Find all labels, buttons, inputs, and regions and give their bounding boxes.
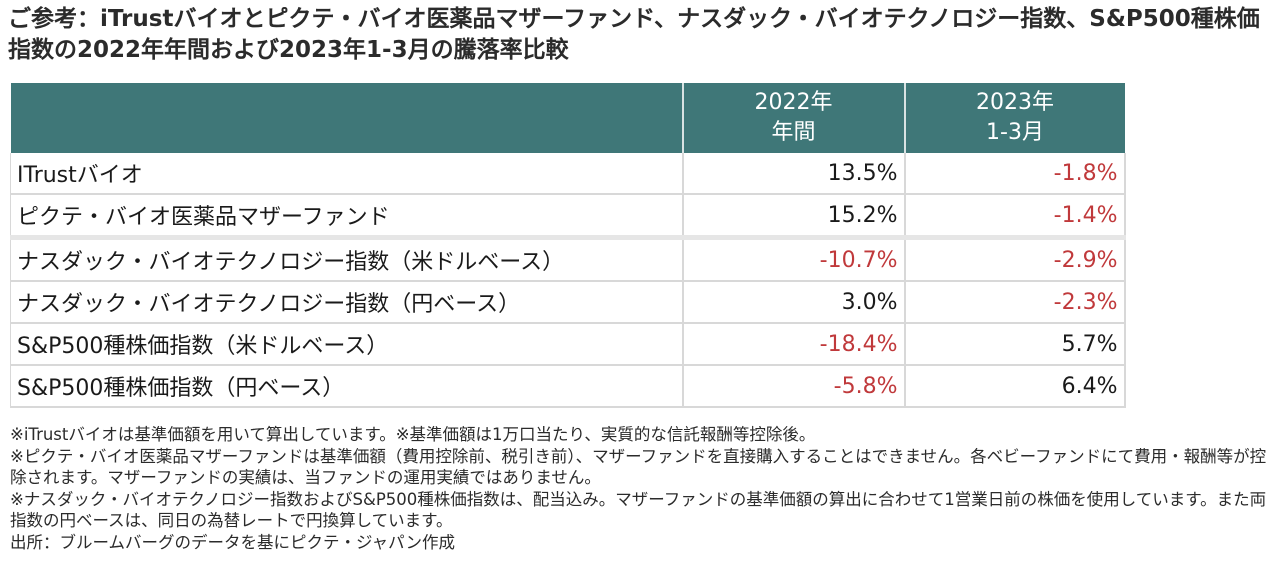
footnotes: ※iTrustバイオは基準価額を用いて算出しています。※基準価額は1万口当たり、… bbox=[10, 424, 1276, 553]
value-2023: -2.9% bbox=[904, 237, 1126, 282]
value-2023: -1.4% bbox=[904, 194, 1126, 240]
table-row: ピクテ・バイオ医薬品マザーファンド 15.2% -1.4% bbox=[10, 194, 1126, 240]
value-2023: -1.8% bbox=[904, 153, 1126, 195]
table-row: ナスダック・バイオテクノロジー指数（米ドルベース） -10.7% -2.9% bbox=[10, 237, 1126, 282]
value-2023: 6.4% bbox=[904, 365, 1126, 408]
table-row: S&P500種株価指数（円ベース） -5.8% 6.4% bbox=[10, 365, 1126, 408]
page-title: ご参考：iTrustバイオとピクテ・バイオ医薬品マザーファンド、ナスダック・バイ… bbox=[8, 4, 1274, 66]
footnote-index: ※ナスダック・バイオテクノロジー指数およびS&P500種株価指数は、配当込み。マ… bbox=[10, 489, 1267, 531]
value-2022: 15.2% bbox=[682, 194, 906, 240]
header-col-2022: 2022年 年間 bbox=[682, 83, 906, 153]
value-2022: 13.5% bbox=[682, 153, 906, 195]
header-label-cell bbox=[10, 83, 684, 153]
row-label: ITrustバイオ bbox=[10, 153, 684, 195]
header-row: 2022年 年間 2023年 1-3月 bbox=[10, 83, 1125, 153]
footnote-itrust: ※iTrustバイオは基準価額を用いて算出しています。※基準価額は1万口当たり、… bbox=[10, 425, 816, 444]
value-2022: -5.8% bbox=[682, 365, 906, 408]
row-label: ナスダック・バイオテクノロジー指数（米ドルベース） bbox=[10, 237, 684, 282]
value-2022: -18.4% bbox=[682, 323, 906, 366]
table-header: 2022年 年間 2023年 1-3月 bbox=[10, 83, 1125, 153]
header-col-2023: 2023年 1-3月 bbox=[904, 83, 1125, 153]
header-col-2022-line1: 2022年 bbox=[754, 90, 833, 115]
header-col-2022-line2: 年間 bbox=[771, 120, 816, 145]
table-row: ITrustバイオ 13.5% -1.8% bbox=[10, 153, 1126, 195]
row-label: S&P500種株価指数（円ベース） bbox=[10, 365, 684, 408]
row-label: ナスダック・バイオテクノロジー指数（円ベース） bbox=[10, 281, 684, 324]
title-line-2: 指数の2022年年間および2023年1-3月の騰落率比較 bbox=[8, 37, 569, 63]
footnote-source: 出所：ブルームバーグのデータを基にピクテ・ジャパン作成 bbox=[10, 532, 456, 552]
comparison-table: 2022年 年間 2023年 1-3月 ITrustバイオ 13.5% -1.8… bbox=[10, 83, 1126, 408]
row-label: ピクテ・バイオ医薬品マザーファンド bbox=[10, 194, 684, 240]
table-body: ITrustバイオ 13.5% -1.8% ピクテ・バイオ医薬品マザーファンド … bbox=[10, 153, 1126, 408]
footnote-mother-fund: ※ピクテ・バイオ医薬品マザーファンドは基準価額（費用控除前、税引き前）、マザーフ… bbox=[10, 446, 1267, 488]
value-2022: -10.7% bbox=[682, 237, 906, 282]
value-2023: -2.3% bbox=[904, 281, 1126, 324]
value-2023: 5.7% bbox=[904, 323, 1126, 366]
header-col-2023-line1: 2023年 bbox=[976, 90, 1054, 115]
value-2022: 3.0% bbox=[682, 281, 906, 324]
title-line-1: ご参考：iTrustバイオとピクテ・バイオ医薬品マザーファンド、ナスダック・バイ… bbox=[8, 6, 1260, 32]
table-row: S&P500種株価指数（米ドルベース） -18.4% 5.7% bbox=[10, 323, 1126, 366]
table-row: ナスダック・バイオテクノロジー指数（円ベース） 3.0% -2.3% bbox=[10, 281, 1126, 324]
row-label: S&P500種株価指数（米ドルベース） bbox=[10, 323, 684, 366]
header-col-2023-line2: 1-3月 bbox=[986, 120, 1044, 145]
